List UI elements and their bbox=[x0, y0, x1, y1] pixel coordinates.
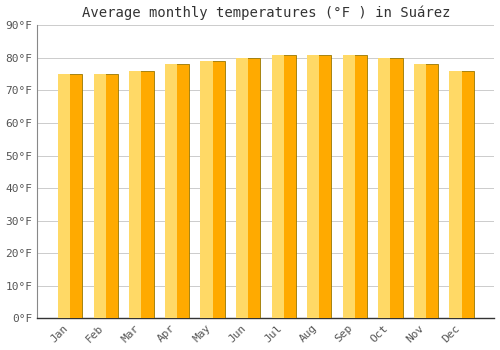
Bar bbox=[130, 71, 141, 318]
Bar bbox=[272, 55, 296, 318]
Bar bbox=[236, 58, 260, 318]
Bar bbox=[58, 74, 70, 318]
Bar bbox=[450, 71, 473, 318]
Bar bbox=[165, 64, 189, 318]
Bar bbox=[94, 74, 118, 318]
Bar bbox=[307, 55, 320, 318]
Bar bbox=[272, 55, 283, 318]
Bar bbox=[94, 74, 106, 318]
Bar bbox=[450, 71, 462, 318]
Bar bbox=[414, 64, 426, 318]
Bar bbox=[378, 58, 390, 318]
Bar bbox=[200, 61, 224, 318]
Bar bbox=[58, 74, 82, 318]
Bar bbox=[236, 58, 248, 318]
Bar bbox=[307, 55, 332, 318]
Title: Average monthly temperatures (°F ) in Suárez: Average monthly temperatures (°F ) in Su… bbox=[82, 6, 450, 20]
Bar bbox=[343, 55, 355, 318]
Bar bbox=[130, 71, 154, 318]
Bar bbox=[378, 58, 402, 318]
Bar bbox=[200, 61, 212, 318]
Bar bbox=[343, 55, 367, 318]
Bar bbox=[414, 64, 438, 318]
Bar bbox=[165, 64, 177, 318]
